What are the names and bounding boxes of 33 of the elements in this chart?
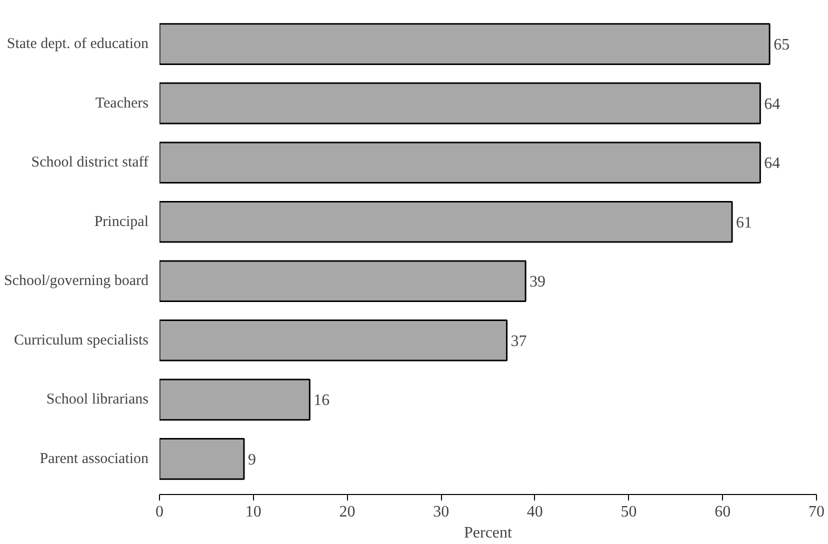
x-tick-label: 50 (620, 504, 637, 520)
y-tick-label: School/governing board (4, 273, 149, 290)
x-tick-label: 60 (714, 504, 731, 520)
y-tick-label: Parent association (40, 450, 149, 467)
x-tick-label: 30 (433, 504, 450, 520)
data-label: 9 (248, 451, 256, 468)
data-label: 16 (314, 392, 330, 410)
bar (160, 142, 761, 184)
data-label: 39 (530, 274, 546, 291)
bar (160, 320, 508, 362)
bar (160, 200, 733, 243)
x-tick-label: 10 (245, 504, 262, 520)
x-tick-label: 70 (808, 504, 824, 520)
bar (160, 82, 761, 124)
bar (160, 260, 526, 302)
bar (160, 23, 770, 65)
data-label: 64 (764, 96, 780, 113)
x-tick-label: 40 (526, 504, 543, 520)
y-tick-label: School librarians (46, 392, 149, 408)
x-tick-label: 0 (156, 504, 164, 520)
data-label: 61 (736, 214, 752, 232)
y-tick-label: State dept. of education (6, 36, 149, 52)
y-tick-label: Teachers (95, 95, 149, 112)
bar (160, 378, 310, 421)
y-tick-label: School district staff (31, 154, 149, 171)
data-label: 37 (510, 332, 527, 350)
data-label: 65 (774, 36, 790, 54)
bar (160, 438, 245, 480)
y-tick-label: Principal (94, 214, 148, 230)
data-label: 64 (764, 155, 780, 172)
y-tick-label: Curriculum specialists (14, 332, 149, 348)
x-tick-label: 20 (339, 504, 356, 520)
x-axis-title: Percent (464, 524, 513, 542)
